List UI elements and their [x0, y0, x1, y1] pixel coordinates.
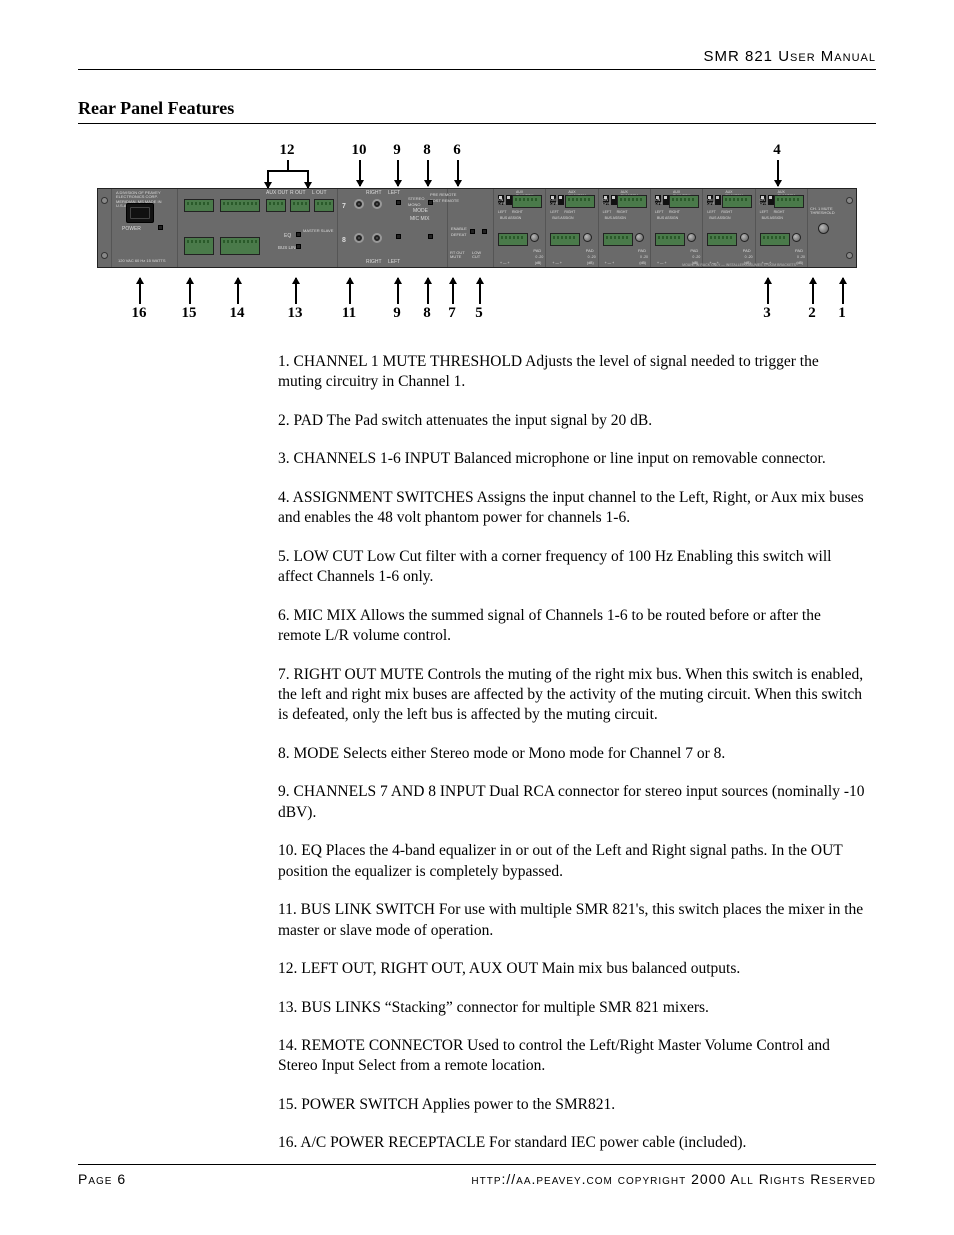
callout-label: 12 [277, 142, 297, 159]
callout-label: 13 [285, 305, 305, 322]
threshold-knob [818, 223, 829, 234]
callout-label: 8 [417, 142, 437, 159]
remote-connector [184, 199, 214, 212]
rear-panel-illustration: A DIVISION OF PEAVEY ELECTRONICS CORP. M… [97, 188, 857, 268]
callout-label: 14 [227, 305, 247, 322]
feature-item: 7. RIGHT OUT MUTE Controls the muting of… [278, 665, 866, 726]
callout-label: 5 [469, 305, 489, 322]
section-title: Rear Panel Features [78, 98, 876, 124]
feature-item: 2. PAD The Pad switch attenuates the inp… [278, 411, 866, 431]
page-header: SMR 821 User Manual [78, 48, 876, 70]
callout-label: 8 [417, 305, 437, 322]
callout-label: 16 [129, 305, 149, 322]
feature-list: 1. CHANNEL 1 MUTE THRESHOLD Adjusts the … [278, 352, 866, 1154]
bus-link-connector [220, 199, 260, 212]
rear-panel-diagram: 12109864 A DIVISION OF PEAVEY ELECTRONIC… [97, 142, 857, 322]
power-switch [158, 225, 163, 230]
callout-label: 4 [767, 142, 787, 159]
callout-label: 3 [757, 305, 777, 322]
feature-item: 8. MODE Selects either Stereo mode or Mo… [278, 744, 866, 764]
feature-item: 3. CHANNELS 1-6 INPUT Balanced microphon… [278, 449, 866, 469]
callout-label: 2 [802, 305, 822, 322]
feature-item: 12. LEFT OUT, RIGHT OUT, AUX OUT Main mi… [278, 959, 866, 979]
feature-item: 9. CHANNELS 7 AND 8 INPUT Dual RCA conne… [278, 782, 866, 823]
callout-label: 1 [832, 305, 852, 322]
feature-item: 14. REMOTE CONNECTOR Used to control the… [278, 1036, 866, 1077]
feature-item: 13. BUS LINKS “Stacking” connector for m… [278, 998, 866, 1018]
feature-item: 15. POWER SWITCH Applies power to the SM… [278, 1095, 866, 1115]
callout-label: 6 [447, 142, 467, 159]
feature-item: 11. BUS LINK SWITCH For use with multipl… [278, 900, 866, 941]
feature-item: 4. ASSIGNMENT SWITCHES Assigns the input… [278, 488, 866, 529]
callout-label: 11 [339, 305, 359, 322]
callout-label: 9 [387, 305, 407, 322]
iec-receptacle [126, 203, 154, 223]
page-footer: Page 6 http://aa.peavey.com copyright 20… [78, 1164, 876, 1187]
callout-label: 7 [442, 305, 462, 322]
callout-label: 10 [349, 142, 369, 159]
footer-copyright: http://aa.peavey.com copyright 2000 All … [471, 1171, 876, 1187]
feature-item: 16. A/C POWER RECEPTACLE For standard IE… [278, 1133, 866, 1153]
feature-item: 6. MIC MIX Allows the summed signal of C… [278, 606, 866, 647]
footer-page: Page 6 [78, 1171, 126, 1187]
callout-label: 9 [387, 142, 407, 159]
callout-label: 15 [179, 305, 199, 322]
feature-item: 1. CHANNEL 1 MUTE THRESHOLD Adjusts the … [278, 352, 866, 393]
feature-item: 10. EQ Places the 4-band equalizer in or… [278, 841, 866, 882]
feature-item: 5. LOW CUT Low Cut filter with a corner … [278, 547, 866, 588]
header-title: SMR 821 User Manual [704, 48, 877, 65]
